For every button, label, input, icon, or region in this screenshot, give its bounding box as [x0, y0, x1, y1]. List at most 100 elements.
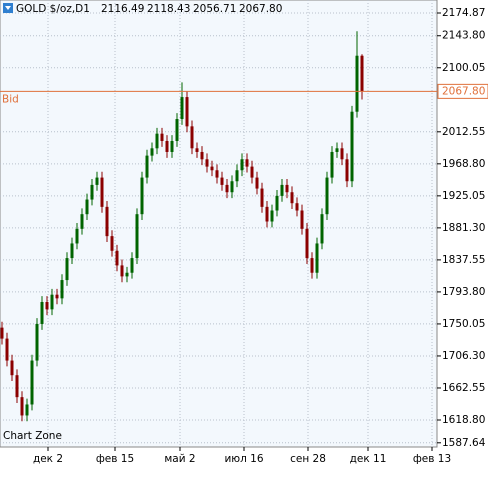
- y-tick-label: 2100.05: [442, 62, 485, 74]
- annotation: Chart Zone: [3, 430, 62, 442]
- candle-body: [300, 210, 304, 229]
- candle-body: [75, 228, 79, 244]
- candle-body: [350, 111, 354, 182]
- candle-body: [325, 177, 329, 215]
- candle-body: [140, 177, 144, 215]
- candle-body: [165, 140, 169, 152]
- candle-body: [285, 184, 289, 193]
- x-tick-label: сен 28: [290, 453, 326, 465]
- candle-body: [190, 126, 194, 149]
- x-tick-label: фев 13: [413, 453, 451, 465]
- candle-body: [345, 159, 349, 182]
- candle-body: [355, 55, 359, 112]
- candle-body: [320, 214, 324, 244]
- candle-body: [110, 236, 114, 251]
- candle-body: [15, 375, 19, 398]
- candle-body: [120, 265, 124, 277]
- candle-body: [180, 97, 184, 120]
- low-value: 2056.71: [193, 3, 236, 15]
- candle-body: [170, 140, 174, 152]
- candle-body: [310, 258, 314, 273]
- candle-body: [125, 272, 129, 277]
- candle-body: [275, 195, 279, 211]
- candle-body: [70, 243, 74, 259]
- x-tick-label: июл 16: [224, 453, 263, 465]
- x-tick-label: фев 15: [96, 453, 134, 465]
- candle-body: [330, 151, 334, 178]
- y-tick-label: 1706.30: [442, 350, 485, 362]
- candle-body: [60, 280, 64, 299]
- y-tick-label: 2012.55: [442, 126, 485, 138]
- candle-body: [260, 188, 264, 207]
- y-tick-label: 1925.05: [442, 190, 485, 202]
- candle-body: [90, 184, 94, 200]
- candle-body: [195, 148, 199, 152]
- candle-body: [155, 133, 159, 149]
- candle-body: [5, 338, 9, 361]
- candle-body: [0, 327, 4, 339]
- candle-body: [240, 159, 244, 171]
- y-tick-label: 1587.64: [442, 437, 486, 449]
- candle-body: [255, 177, 259, 189]
- chart-title: GOLD $/oz,D1: [16, 3, 90, 15]
- candle-body: [205, 159, 209, 167]
- candle-body: [35, 323, 39, 361]
- bid-price-box: [437, 83, 488, 99]
- candle-body: [265, 206, 269, 222]
- candle-body: [230, 181, 234, 193]
- candle-body: [250, 166, 254, 178]
- candle-body: [290, 192, 294, 204]
- candle-body: [295, 203, 299, 211]
- y-tick-label: 1968.80: [442, 158, 485, 170]
- candle-body: [215, 170, 219, 178]
- y-tick-label: 1793.80: [442, 286, 485, 298]
- candle-body: [100, 177, 104, 207]
- candle-body: [65, 258, 69, 281]
- y-tick-label: 2174.87: [442, 7, 485, 19]
- open-value: 2116.49: [101, 3, 144, 15]
- candle-body: [225, 184, 229, 193]
- bid-label: Bid: [2, 93, 19, 105]
- candle-body: [245, 159, 249, 167]
- candle-body: [210, 166, 214, 171]
- candle-body: [145, 155, 149, 178]
- candle-body: [115, 250, 119, 266]
- candle-body: [45, 302, 49, 310]
- candle-body: [40, 302, 44, 324]
- candle-body: [80, 214, 84, 229]
- y-tick-label: 1837.55: [442, 254, 485, 266]
- high-value: 2118.43: [147, 3, 190, 15]
- candle-body: [85, 199, 89, 215]
- candle-body: [25, 404, 29, 416]
- candle-body: [305, 228, 309, 259]
- plot-area: [0, 0, 438, 448]
- candle-body: [160, 133, 164, 141]
- close-value: 2067.80: [239, 3, 282, 15]
- candle-body: [50, 294, 54, 310]
- candle-body: [360, 55, 364, 92]
- y-tick-label: 1881.30: [442, 222, 485, 234]
- candle-body: [130, 258, 134, 273]
- candle-body: [105, 206, 109, 237]
- candle-body: [55, 294, 59, 299]
- candle-body: [315, 243, 319, 273]
- y-tick-label: 1618.80: [442, 414, 485, 426]
- y-tick-label: 1662.55: [442, 382, 485, 394]
- x-tick-label: дек 2: [33, 453, 63, 465]
- candle-body: [270, 210, 274, 222]
- candle-body: [280, 184, 284, 196]
- candle-body: [135, 214, 139, 259]
- candle-body: [150, 148, 154, 156]
- y-tick-label: 2143.80: [442, 30, 485, 42]
- candle-body: [30, 360, 34, 405]
- x-tick-label: май 2: [164, 453, 195, 465]
- candle-body: [10, 360, 14, 376]
- y-tick-label: 1750.05: [442, 318, 485, 330]
- candle-body: [20, 397, 24, 416]
- candle-body: [340, 148, 344, 160]
- candle-body: [235, 170, 239, 182]
- bid-price: 2067.80: [442, 85, 485, 97]
- candle-body: [185, 97, 189, 127]
- candle-body: [220, 177, 224, 185]
